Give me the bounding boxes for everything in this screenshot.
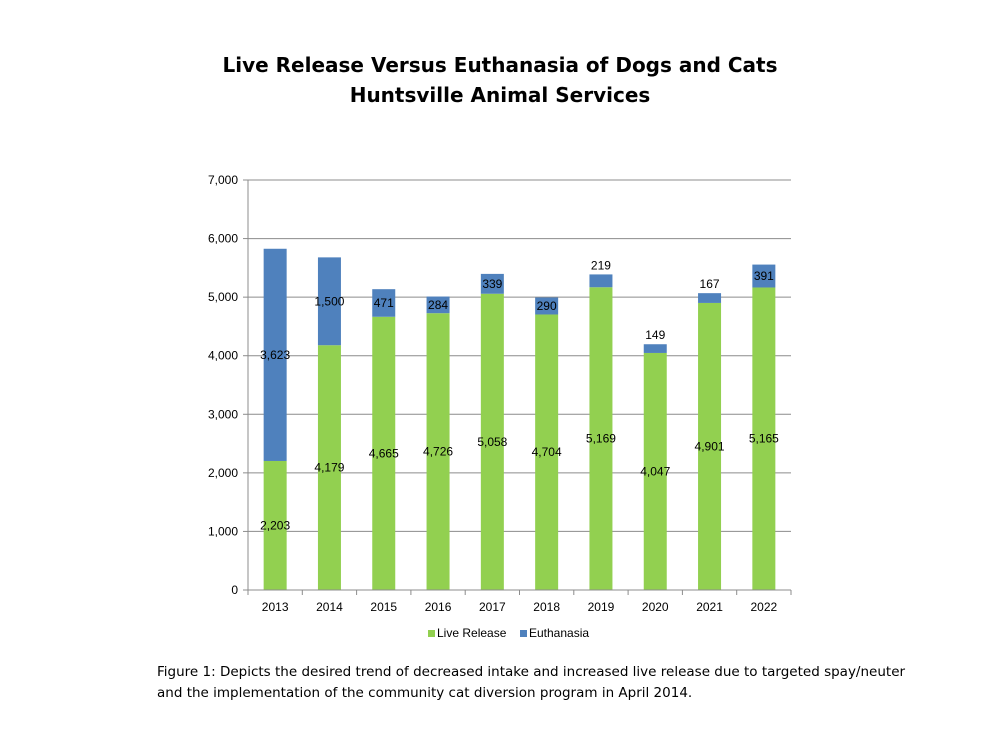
- bar-euthanasia-2016: [426, 296, 450, 314]
- bars: [263, 248, 776, 590]
- bar-euthanasia-2013: [263, 248, 287, 461]
- legend: Live Release Euthanasia: [428, 626, 589, 640]
- y-tick-label: 5,000: [208, 290, 238, 304]
- bar-live-release-2020: [643, 352, 667, 590]
- bar-euthanasia-2015: [372, 289, 396, 317]
- data-label-live-release-2013: 2,203: [260, 518, 290, 532]
- bar-euthanasia-2022: [752, 264, 776, 288]
- data-label-live-release-2022: 5,165: [749, 432, 779, 446]
- caption-line-1: Figure 1: Depicts the desired trend of d…: [157, 664, 906, 680]
- y-tick-label: 2,000: [208, 466, 238, 480]
- bar-live-release-2013: [263, 460, 287, 590]
- bar-live-release-2016: [426, 313, 450, 590]
- x-tick-label: 2013: [262, 600, 289, 614]
- bar-live-release-2017: [480, 293, 504, 590]
- bar-euthanasia-2021: [698, 293, 722, 303]
- bar-euthanasia-2020: [643, 344, 667, 353]
- bar-euthanasia-2019: [589, 274, 613, 288]
- data-label-live-release-2018: 4,704: [532, 445, 562, 459]
- y-tick-label: 7,000: [208, 173, 238, 187]
- caption-line-2: and the implementation of the community …: [157, 685, 693, 701]
- legend-swatch-live-release: [428, 630, 435, 637]
- bar-live-release-2019: [589, 287, 613, 590]
- x-tick-label: 2020: [642, 600, 669, 614]
- data-label-live-release-2019: 5,169: [586, 432, 616, 446]
- y-tick-label: 1,000: [208, 524, 238, 538]
- legend-label-live-release: Live Release: [437, 626, 507, 640]
- data-label-euthanasia-2022: 391: [754, 269, 774, 283]
- data-label-live-release-2014: 4,179: [314, 461, 344, 475]
- x-tick-label: 2014: [316, 600, 343, 614]
- data-label-live-release-2021: 4,901: [695, 439, 725, 453]
- data-labels: 2,203 3,623 4,179 1,500 4,665 471 4,726 284 5,05…: [260, 258, 779, 532]
- stacked-bar-chart: 0 1,000 2,000 3,000 4,000 5,000 6,000 7,000 2013…: [208, 173, 792, 640]
- chart-subtitle: Huntsville Animal Services: [349, 83, 651, 107]
- axes: 0 1,000 2,000 3,000 4,000 5,000 6,000 7,000 2013…: [208, 173, 792, 614]
- data-label-euthanasia-2021: 167: [700, 277, 720, 291]
- data-label-euthanasia-2017: 339: [482, 277, 502, 291]
- data-label-live-release-2020: 4,047: [640, 464, 670, 478]
- data-label-euthanasia-2019: 219: [591, 258, 611, 272]
- bar-live-release-2021: [698, 302, 722, 590]
- figure-caption: Figure 1: Depicts the desired trend of d…: [157, 662, 917, 704]
- bar-live-release-2018: [535, 314, 559, 590]
- x-tick-label: 2016: [425, 600, 452, 614]
- x-tick-label: 2018: [533, 600, 560, 614]
- y-tick-label: 4,000: [208, 349, 238, 363]
- data-label-euthanasia-2016: 284: [428, 298, 448, 312]
- data-label-live-release-2016: 4,726: [423, 445, 453, 459]
- legend-swatch-euthanasia: [520, 630, 527, 637]
- bar-euthanasia-2018: [535, 297, 559, 315]
- data-label-euthanasia-2015: 471: [374, 296, 394, 310]
- x-tick-label: 2017: [479, 600, 506, 614]
- bar-live-release-2014: [317, 345, 341, 590]
- bar-live-release-2015: [372, 316, 396, 590]
- bar-euthanasia-2017: [480, 273, 504, 294]
- y-tick-label: 3,000: [208, 407, 238, 421]
- y-tick-label: 6,000: [208, 232, 238, 246]
- data-label-live-release-2015: 4,665: [369, 446, 399, 460]
- bar-live-release-2022: [752, 287, 776, 590]
- y-tick-label: 0: [231, 583, 238, 597]
- chart-title: Live Release Versus Euthanasia of Dogs a…: [222, 53, 778, 77]
- data-label-euthanasia-2014: 1,500: [314, 294, 344, 308]
- data-label-euthanasia-2013: 3,623: [260, 348, 290, 362]
- data-label-live-release-2017: 5,058: [477, 435, 507, 449]
- x-tick-label: 2019: [588, 600, 615, 614]
- legend-label-euthanasia: Euthanasia: [529, 626, 589, 640]
- data-label-euthanasia-2018: 290: [537, 299, 557, 313]
- x-tick-label: 2021: [696, 600, 723, 614]
- bar-euthanasia-2014: [317, 257, 341, 346]
- x-tick-label: 2022: [750, 600, 777, 614]
- data-label-euthanasia-2020: 149: [645, 328, 665, 342]
- x-tick-label: 2015: [370, 600, 397, 614]
